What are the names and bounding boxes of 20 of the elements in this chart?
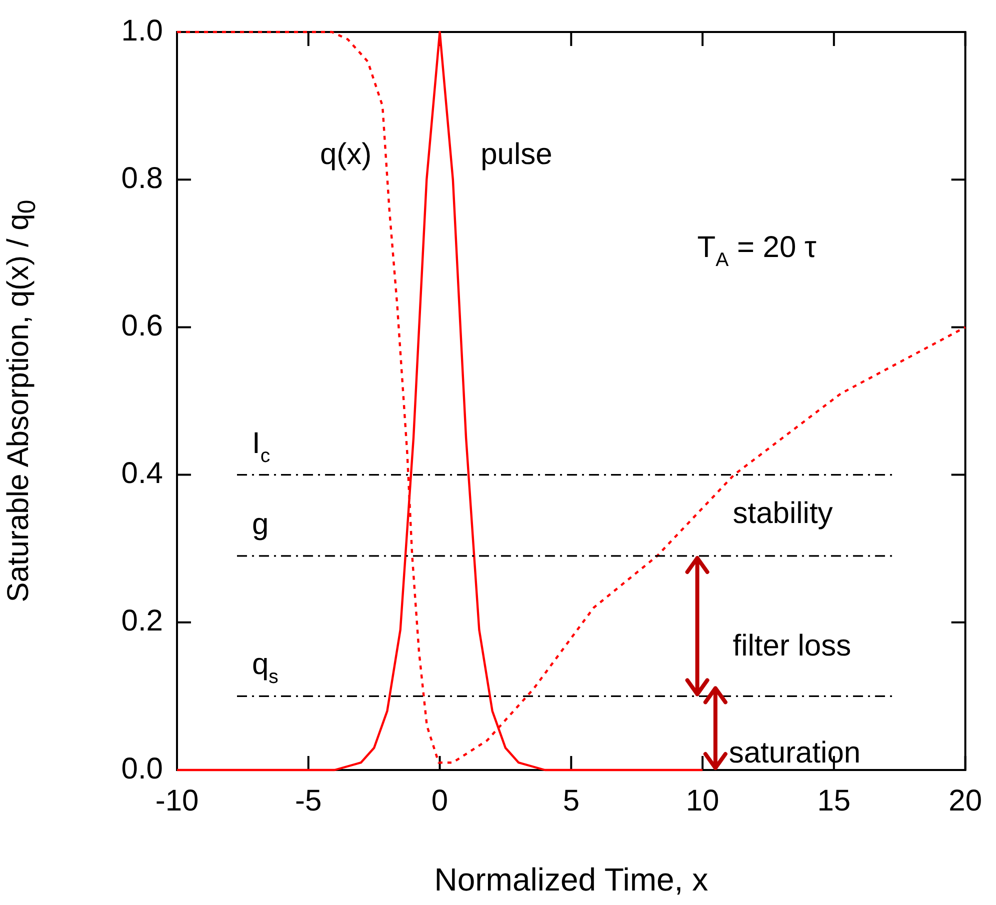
ref-line-label: g <box>252 508 269 541</box>
x-tick-label: 15 <box>817 784 851 818</box>
y-tick-label: 0.4 <box>121 457 163 490</box>
x-tick-label: 0 <box>431 784 448 818</box>
annotation: stability <box>732 496 833 530</box>
y-tick-label: 0.0 <box>121 752 163 786</box>
series-label: pulse <box>480 138 552 171</box>
y-tick-label: 0.6 <box>121 309 163 342</box>
x-axis-title: Normalized Time, x <box>434 862 708 898</box>
annotation: filter loss <box>732 630 852 663</box>
y-tick-label: 0.8 <box>121 162 163 195</box>
y-tick-label: 1.0 <box>121 14 163 48</box>
x-tick-label: 10 <box>686 784 720 818</box>
x-tick-label: 20 <box>948 784 982 818</box>
x-tick-label: -10 <box>155 784 199 818</box>
annotation: saturation <box>728 736 861 770</box>
x-tick-label: 5 <box>562 784 580 818</box>
series-label: q(x) <box>320 138 372 171</box>
y-tick-label: 0.2 <box>121 604 163 638</box>
x-tick-label: -5 <box>295 784 322 818</box>
